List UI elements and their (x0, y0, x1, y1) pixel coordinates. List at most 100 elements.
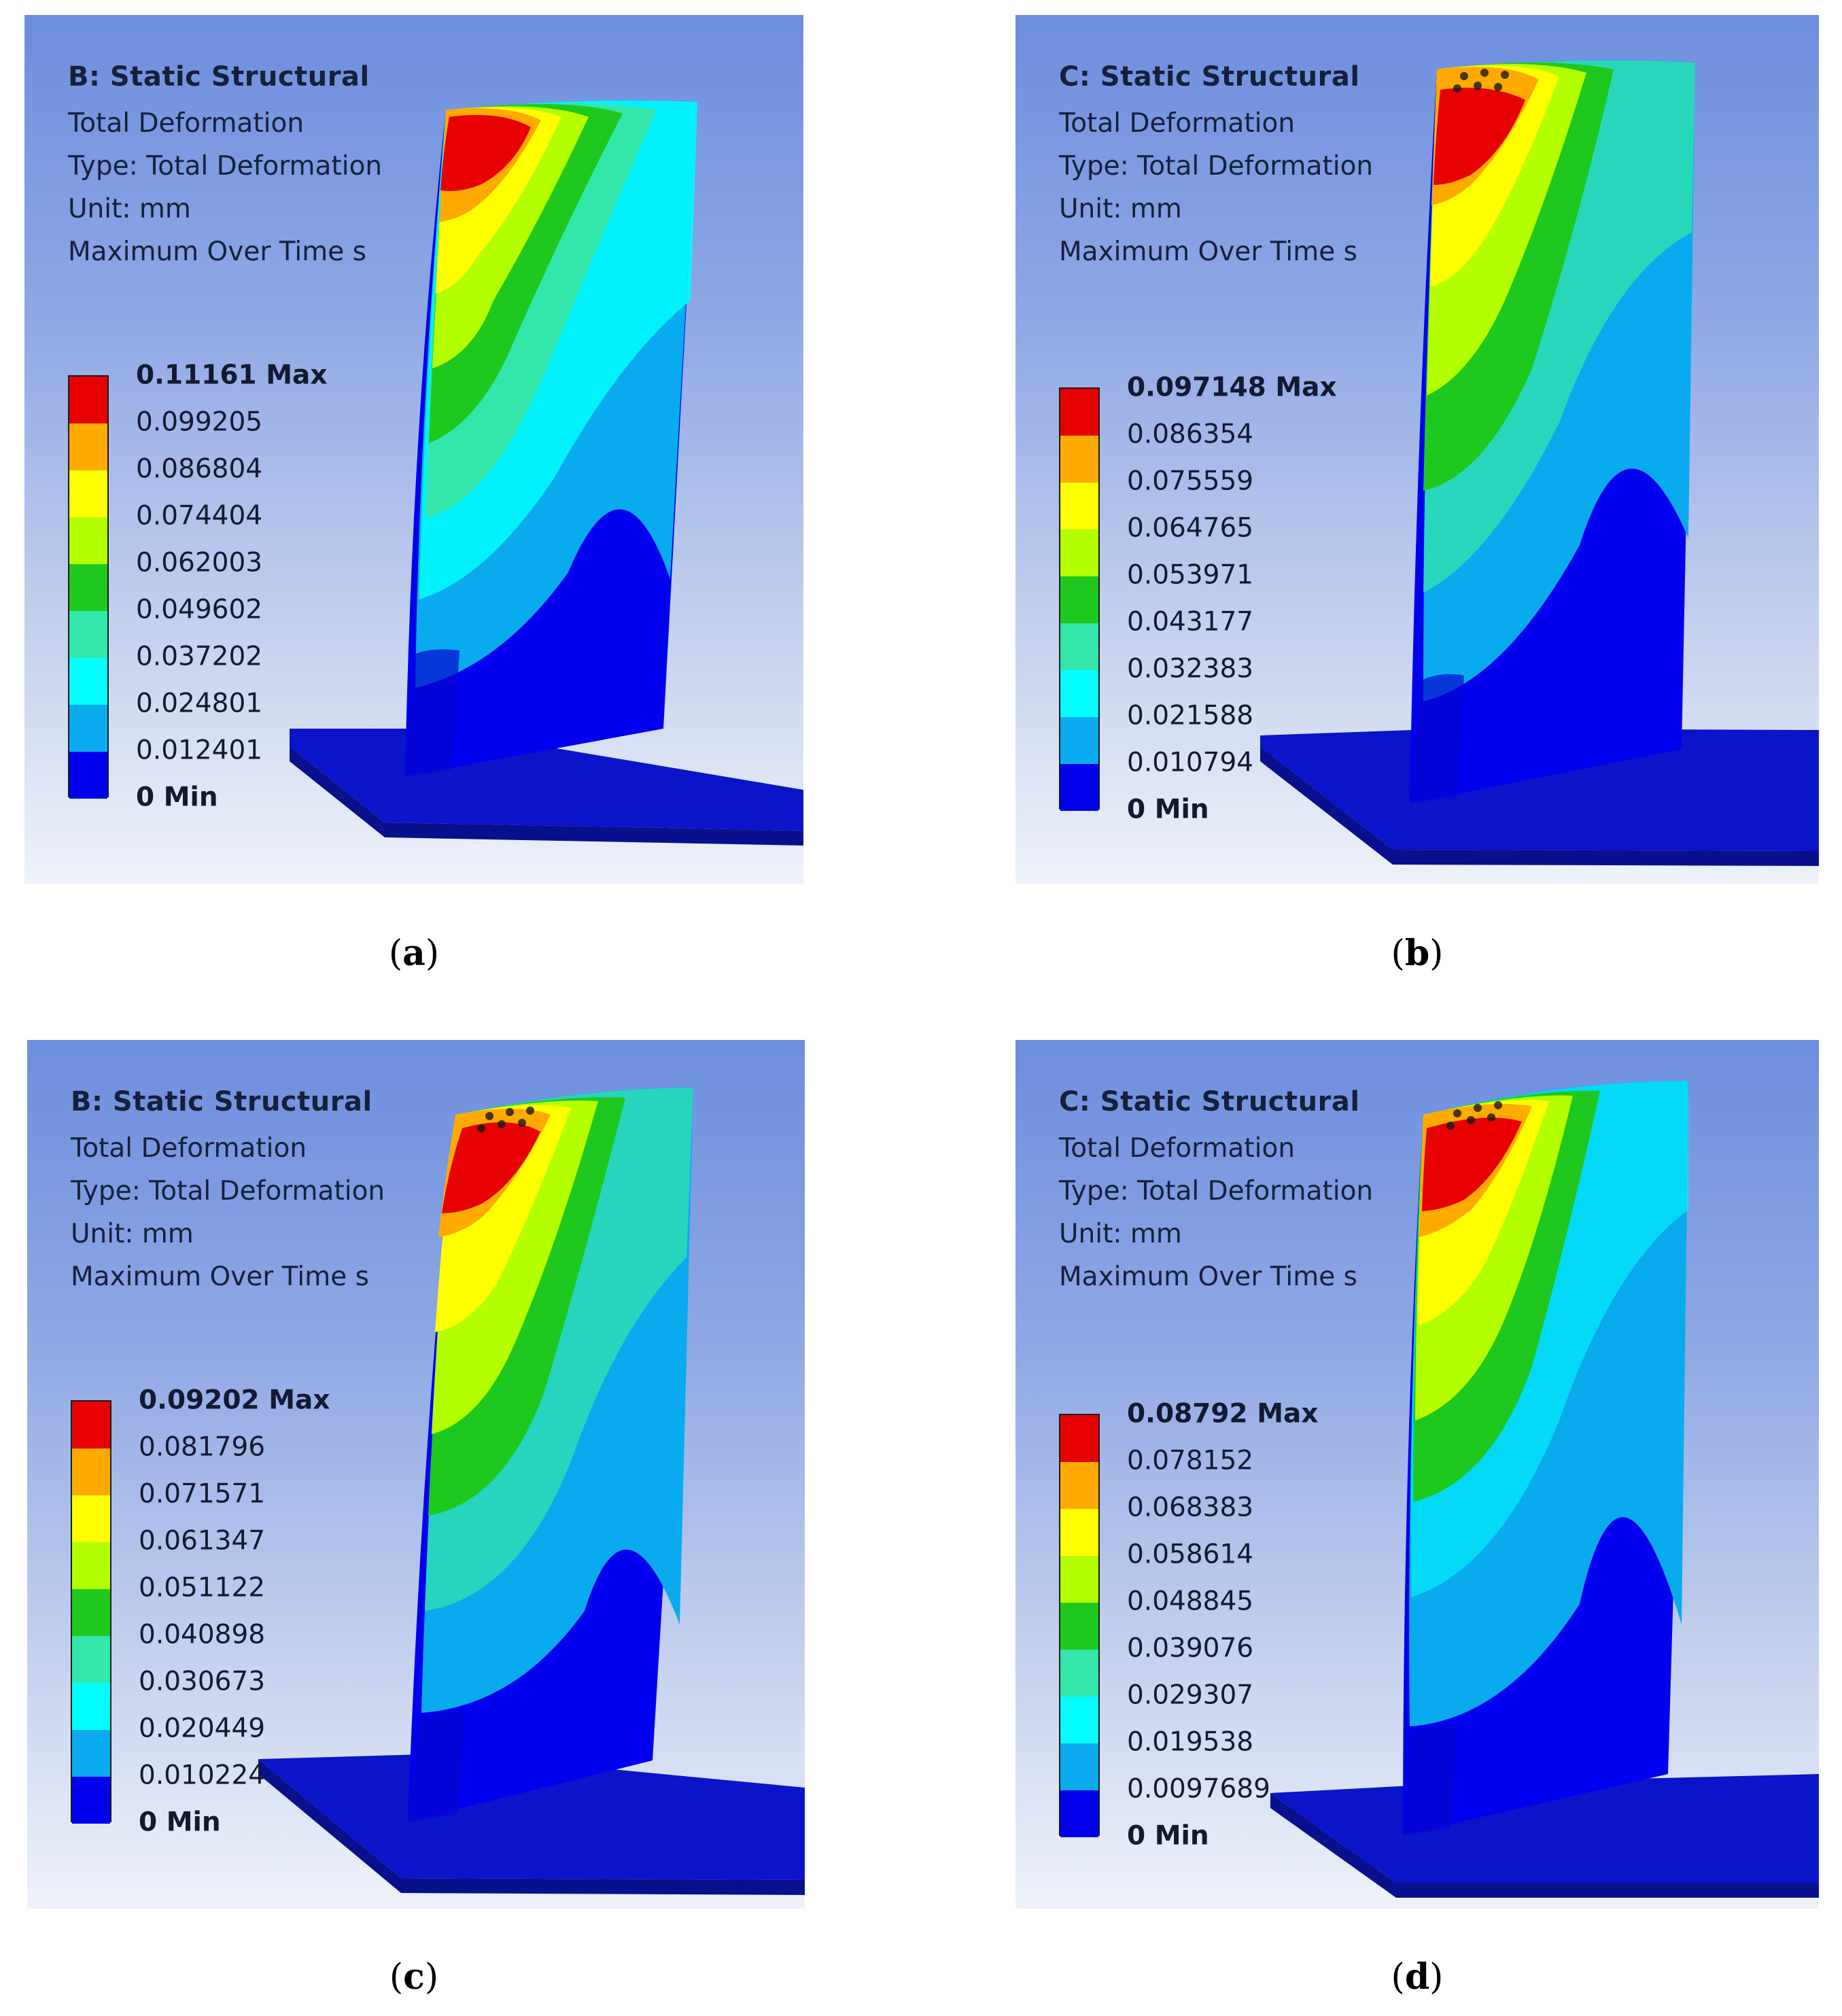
caption-letter: b (1404, 933, 1430, 974)
legend-swatch (69, 470, 107, 517)
legend-swatch (69, 377, 107, 423)
result-unit: Unit: mm (68, 194, 191, 224)
legend-tick-label: 0.010224 (139, 1760, 266, 1791)
caption-a: (a) (388, 933, 440, 974)
analysis-title: B: Static Structural (71, 1086, 372, 1117)
legend-swatch (1060, 764, 1098, 811)
legend-tick-label: 0.053971 (1127, 559, 1254, 591)
legend-tick-label: 0.061347 (139, 1525, 266, 1557)
model-view-a (290, 100, 803, 846)
base-plate-side (1260, 746, 1819, 866)
legend-swatch (69, 752, 107, 799)
analysis-title: C: Static Structural (1059, 1086, 1360, 1117)
legend-min-label: 0 Min (1127, 794, 1209, 825)
result-type: Type: Total Deformation (1059, 1176, 1374, 1206)
legend-swatch (72, 1542, 110, 1589)
legend-max-label: 0.08792 Max (1127, 1398, 1319, 1429)
legend-tick-label: 0.020449 (139, 1713, 266, 1744)
model-view-d (1270, 1081, 1819, 1898)
base-plate-top (258, 1754, 805, 1880)
legend-max-label: 0.09202 Max (139, 1385, 330, 1416)
legend-min-label: 0 Min (1127, 1820, 1209, 1852)
legend-tick-label: 0.019538 (1127, 1726, 1254, 1758)
legend-swatch (72, 1730, 110, 1777)
legend-tick-label: 0.062003 (136, 547, 263, 578)
panel-a: B: Static Structural Total Deformation T… (24, 15, 803, 884)
info-block-a: B: Static Structural Total Deformation T… (68, 61, 382, 273)
caption-letter: a (402, 933, 425, 974)
legend-tick-label: 0.049602 (136, 594, 263, 625)
result-time: Maximum Over Time s (71, 1262, 369, 1292)
legend-swatch (69, 611, 107, 658)
legend-tick-label: 0.024801 (136, 688, 263, 719)
result-name: Total Deformation (1059, 1133, 1296, 1164)
result-time: Maximum Over Time s (1059, 1262, 1357, 1292)
legend-color-bar (1059, 387, 1100, 811)
legend-tick-label: 0.074404 (136, 500, 263, 532)
legend-swatch (1060, 483, 1098, 529)
legend-swatch (1060, 1556, 1098, 1603)
legend-swatch (1060, 1650, 1098, 1697)
legend-swatch (72, 1683, 110, 1730)
legend-tick-label: 0.099205 (136, 406, 263, 438)
result-unit: Unit: mm (1059, 1219, 1182, 1249)
blade-c (408, 1088, 693, 1822)
blade-d (1403, 1081, 1688, 1835)
info-block-b: C: Static Structural Total Deformation T… (1059, 61, 1373, 273)
legend-swatch (1060, 623, 1098, 670)
legend-tick-label: 0.064765 (1127, 512, 1254, 544)
legend-tick-label: 0.068383 (1127, 1492, 1254, 1523)
legend-swatch (1060, 717, 1098, 764)
legend-swatch (1060, 1462, 1098, 1509)
cap-holes (1446, 1101, 1502, 1130)
legend-swatch (69, 517, 107, 564)
base-plate-top (1260, 729, 1819, 851)
legend-swatch (69, 705, 107, 752)
legend-swatch (1060, 670, 1098, 717)
model-view-c (258, 1088, 805, 1895)
legend-tick-label: 0.043177 (1127, 606, 1254, 638)
legend-tick-label: 0.086354 (1127, 419, 1254, 450)
legend-color-bar (68, 375, 109, 799)
legend-tick-label: 0.058614 (1127, 1539, 1254, 1570)
info-block-c: B: Static Structural Total Deformation T… (71, 1086, 385, 1298)
legend-tick-label: 0.0097689 (1127, 1773, 1270, 1805)
result-unit: Unit: mm (71, 1219, 194, 1249)
legend-swatch (69, 658, 107, 705)
legend-swatch (1060, 389, 1098, 436)
caption-d: (d) (1391, 1956, 1444, 1998)
legend-tick-label: 0.037202 (136, 641, 263, 672)
legend-tick-label: 0.075559 (1127, 466, 1254, 497)
legend-swatch (69, 564, 107, 611)
legend-tick-label: 0.010794 (1127, 747, 1254, 778)
result-type: Type: Total Deformation (71, 1176, 385, 1206)
legend-swatch (72, 1777, 110, 1824)
result-name: Total Deformation (71, 1133, 307, 1164)
legend-color-bar (71, 1400, 111, 1824)
blade-a (405, 100, 697, 776)
result-type: Type: Total Deformation (68, 151, 383, 181)
caption-letter: d (1404, 1956, 1430, 1998)
legend-swatch (1060, 436, 1098, 483)
legend-tick-label: 0.032383 (1127, 653, 1254, 684)
legend-min-label: 0 Min (136, 782, 218, 813)
blade-b (1410, 60, 1695, 804)
legend-swatch (72, 1636, 110, 1683)
legend-swatch (1060, 1790, 1098, 1837)
model-view-b (1260, 60, 1819, 866)
legend-swatch (69, 423, 107, 470)
legend-tick-label: 0.078152 (1127, 1445, 1254, 1476)
legend-tick-label: 0.012401 (136, 735, 263, 766)
caption-b: (b) (1391, 933, 1444, 974)
caption-c: (c) (389, 1956, 439, 1998)
panel-d: C: Static Structural Total Deformation T… (1015, 1040, 1819, 1909)
caption-letter: c (403, 1956, 425, 1998)
analysis-title: C: Static Structural (1059, 61, 1360, 92)
result-name: Total Deformation (1059, 108, 1296, 139)
legend-tick-label: 0.081796 (139, 1431, 266, 1463)
legend-tick-label: 0.040898 (139, 1619, 266, 1650)
legend-swatch (1060, 1415, 1098, 1462)
legend-tick-label: 0.039076 (1127, 1633, 1254, 1664)
legend-tick-label: 0.030673 (139, 1666, 266, 1697)
legend-swatch (1060, 529, 1098, 576)
